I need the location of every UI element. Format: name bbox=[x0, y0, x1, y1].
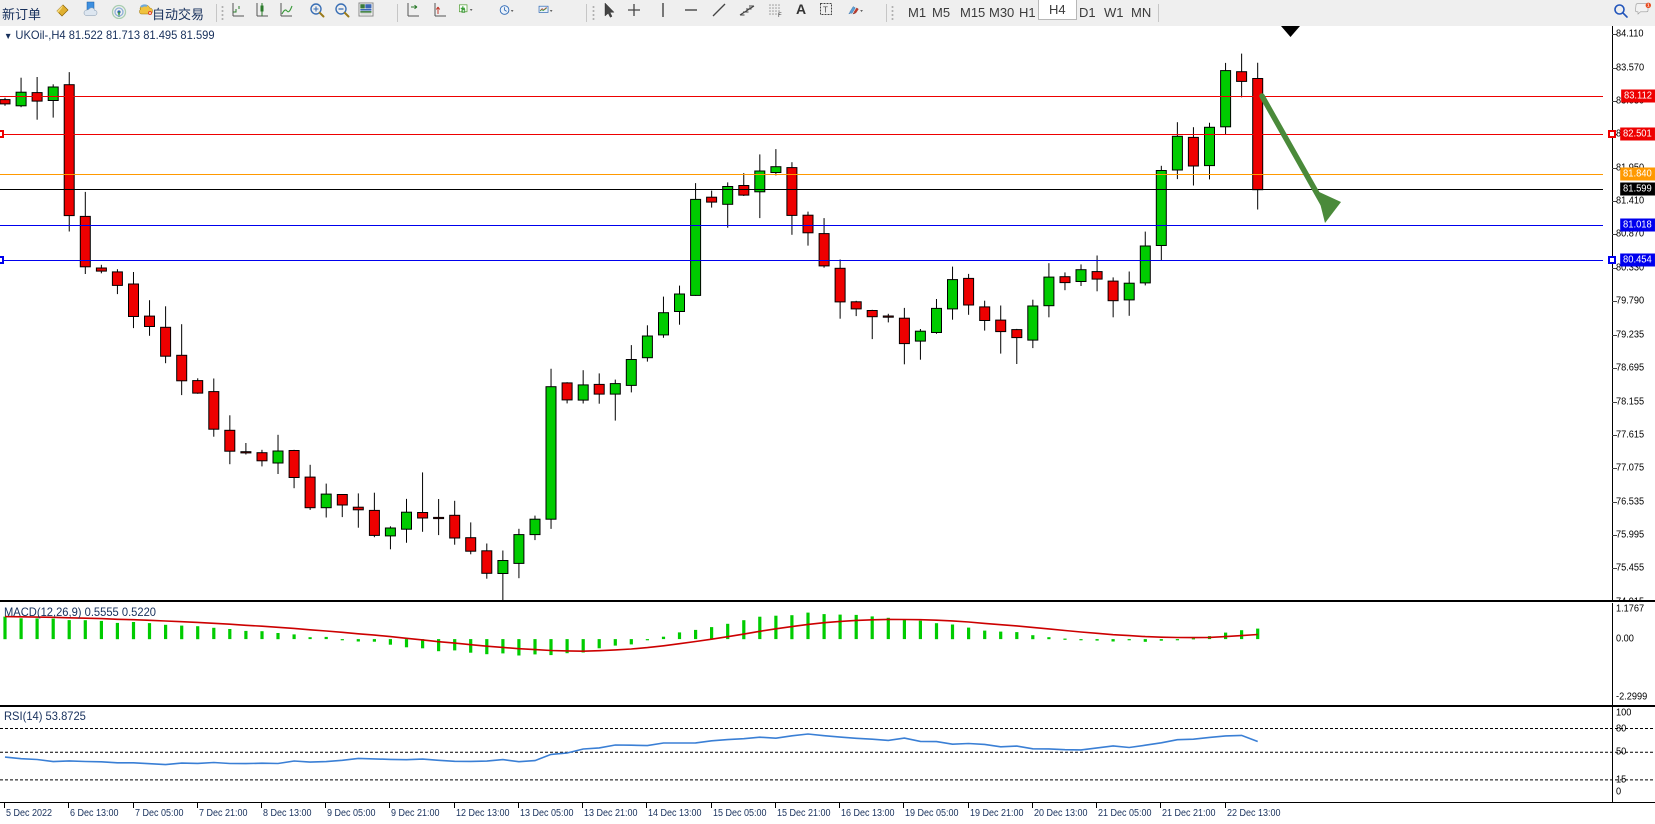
svg-text:F: F bbox=[778, 13, 782, 19]
svg-text:E: E bbox=[749, 6, 752, 11]
svg-text:T: T bbox=[823, 6, 828, 15]
